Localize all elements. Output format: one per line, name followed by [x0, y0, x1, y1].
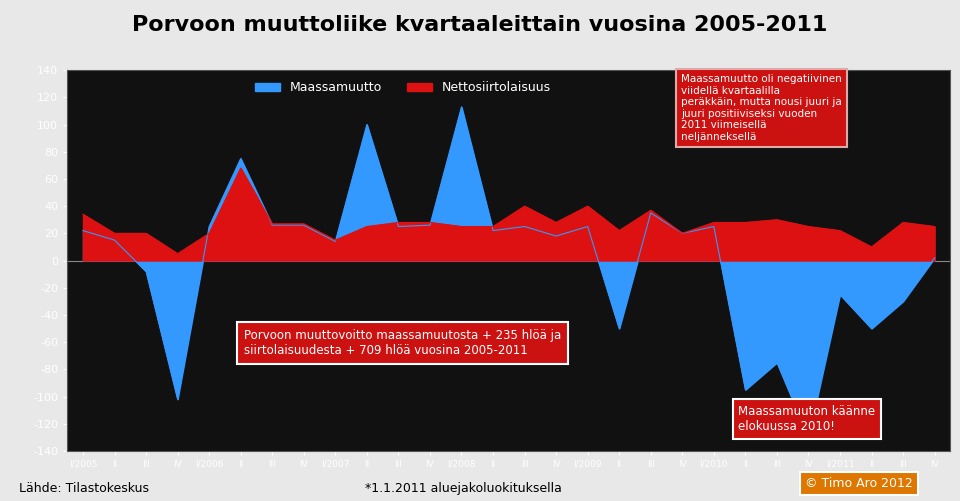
- Text: *1.1.2011 aluejakoluokituksella: *1.1.2011 aluejakoluokituksella: [365, 482, 562, 495]
- Legend: Maassamuutto, Nettosiirtolaisuus: Maassamuutto, Nettosiirtolaisuus: [250, 76, 556, 99]
- Text: Maassamuutto oli negatiivinen
viidellä kvartaalilla
peräkkäin, mutta nousi juuri: Maassamuutto oli negatiivinen viidellä k…: [681, 74, 842, 142]
- Text: Porvoon muuttovoitto maassamuutosta + 235 hlöä ja
siirtolaisuudesta + 709 hlöä v: Porvoon muuttovoitto maassamuutosta + 23…: [244, 329, 561, 357]
- Text: © Timo Aro 2012: © Timo Aro 2012: [805, 477, 913, 490]
- Text: Lähde: Tilastokeskus: Lähde: Tilastokeskus: [19, 482, 149, 495]
- Text: Porvoon muuttoliike kvartaaleittain vuosina 2005-2011: Porvoon muuttoliike kvartaaleittain vuos…: [132, 15, 828, 35]
- Text: Maassamuuton käänne
elokuussa 2010!: Maassamuuton käänne elokuussa 2010!: [738, 405, 876, 433]
